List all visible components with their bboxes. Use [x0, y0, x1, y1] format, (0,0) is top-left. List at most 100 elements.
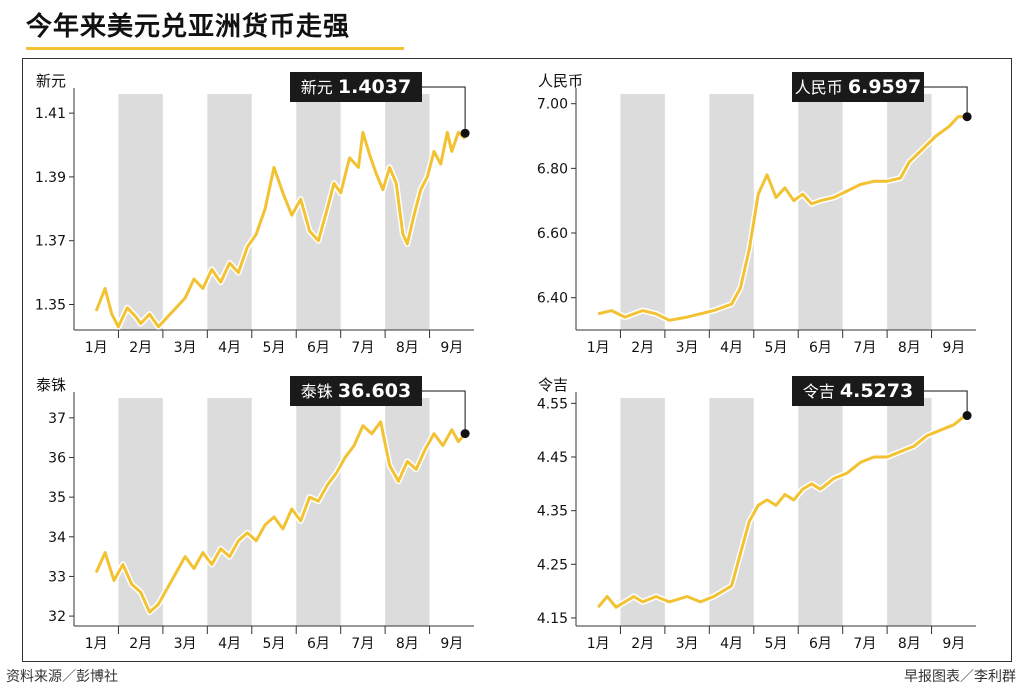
callout-leader	[422, 390, 466, 434]
chart-cny: 人民币 6.40 6.60 6.80 7.00 1月 2月 3月 4月 5月 6月 7月 8月 9月 人民币…	[537, 72, 976, 356]
callout-box	[792, 376, 924, 406]
x-tick-label: 8月	[898, 340, 921, 356]
x-tick-label: 1月	[587, 636, 610, 652]
callout-leader	[924, 86, 968, 117]
callout-box	[792, 72, 924, 102]
x-tick-label: 2月	[631, 636, 654, 652]
callout-box	[290, 72, 422, 102]
title-underline	[26, 47, 404, 50]
callout-value: 6.9597	[848, 76, 921, 98]
y-tick-label: 32	[48, 609, 66, 625]
unit-label: 人民币	[538, 72, 583, 90]
month-stripe	[620, 398, 665, 626]
y-tick-label: 1.39	[35, 170, 66, 186]
x-tick-label: 3月	[174, 340, 197, 356]
callout-name: 人民币	[795, 78, 848, 97]
source-note: 资料来源／彭博社	[6, 669, 118, 685]
month-stripe	[118, 398, 163, 626]
x-tick-label: 8月	[396, 340, 419, 356]
series-line	[597, 115, 968, 322]
x-tick-label: 2月	[129, 340, 152, 356]
chart-sgd: 新元 1.35 1.37 1.39 1.41 1月 2月 3月 4月 5月 6月 7月 8月 9月 新元 1…	[35, 72, 474, 356]
month-stripe	[207, 94, 252, 330]
callout-leader	[422, 86, 466, 134]
month-stripe	[118, 94, 163, 330]
series-line	[94, 130, 467, 329]
y-tick-label: 36	[48, 450, 66, 466]
month-stripe	[798, 94, 843, 330]
x-tick-label: 1月	[85, 636, 108, 652]
chart-myr: 令吉 4.15 4.25 4.35 4.45 4.55 1月 2月 3月 4月 5月 6月 7月 8月 9月…	[537, 376, 976, 652]
x-tick-label: 9月	[942, 340, 965, 356]
x-tick-label: 2月	[631, 340, 654, 356]
x-tick-label: 1月	[85, 340, 108, 356]
callout-value: 1.4037	[338, 76, 411, 98]
month-stripe	[887, 94, 932, 330]
y-tick-label: 6.40	[537, 291, 568, 307]
x-tick-label: 5月	[765, 340, 788, 356]
callout-text: 人民币 6.9597	[795, 76, 921, 98]
x-tick-label: 7月	[853, 636, 876, 652]
x-tick-label: 9月	[942, 636, 965, 652]
page-title: 今年来美元兑亚洲货币走强	[26, 12, 351, 42]
series-line	[94, 420, 467, 614]
x-tick-label: 4月	[218, 636, 241, 652]
callout-value: 36.603	[338, 380, 411, 402]
x-tick-label: 4月	[720, 636, 743, 652]
x-tick-label: 6月	[809, 340, 832, 356]
chart-thb: 泰铢 32 33 34 35 36 37 1月 2月 3月 4月 5月 6月 7月 8月 9月 泰铢 36.60…	[36, 376, 474, 652]
month-stripe	[207, 398, 252, 626]
y-tick-label: 6.80	[537, 161, 568, 177]
chart-frame	[22, 58, 1012, 662]
x-tick-label: 4月	[720, 340, 743, 356]
x-tick-label: 8月	[898, 636, 921, 652]
month-stripe	[798, 398, 843, 626]
unit-label: 泰铢	[36, 376, 66, 394]
x-tick-label: 2月	[129, 636, 152, 652]
callout-text: 新元 1.4037	[301, 76, 411, 98]
x-tick-label: 5月	[765, 636, 788, 652]
x-tick-label: 4月	[218, 340, 241, 356]
y-tick-label: 35	[48, 490, 66, 506]
y-tick-label: 4.15	[537, 611, 568, 627]
x-tick-label: 6月	[307, 340, 330, 356]
callout-leader	[924, 390, 968, 416]
x-tick-label: 3月	[676, 340, 699, 356]
y-tick-label: 4.55	[537, 396, 568, 412]
x-tick-label: 6月	[809, 636, 832, 652]
end-point-marker	[962, 411, 972, 421]
callout-name: 泰铢	[301, 382, 338, 401]
month-stripe	[385, 398, 430, 626]
x-tick-label: 3月	[676, 636, 699, 652]
x-tick-label: 8月	[396, 636, 419, 652]
month-stripe	[709, 94, 754, 330]
y-tick-label: 1.35	[35, 297, 66, 313]
x-tick-label: 7月	[351, 340, 374, 356]
callout-text: 令吉 4.5273	[803, 380, 913, 402]
y-tick-label: 34	[48, 530, 66, 546]
y-tick-label: 33	[48, 569, 66, 585]
callout-box	[290, 376, 422, 406]
y-tick-label: 4.45	[537, 450, 568, 466]
x-tick-label: 6月	[307, 636, 330, 652]
x-tick-label: 7月	[351, 636, 374, 652]
unit-label: 令吉	[538, 376, 568, 394]
callout-text: 泰铢 36.603	[301, 380, 411, 402]
y-tick-label: 4.35	[537, 504, 568, 520]
x-tick-label: 7月	[853, 340, 876, 356]
month-stripe	[887, 398, 932, 626]
series-line	[597, 412, 969, 609]
y-tick-label: 4.25	[537, 557, 568, 573]
x-tick-label: 5月	[263, 340, 286, 356]
callout-name: 令吉	[803, 382, 840, 401]
month-stripe	[385, 94, 430, 330]
x-tick-label: 9月	[440, 340, 463, 356]
month-stripe	[620, 94, 665, 330]
y-tick-label: 6.60	[537, 226, 568, 242]
x-tick-label: 5月	[263, 636, 286, 652]
unit-label: 新元	[36, 72, 66, 90]
y-tick-label: 37	[48, 411, 66, 427]
callout-value: 4.5273	[840, 380, 913, 402]
x-tick-label: 3月	[174, 636, 197, 652]
y-tick-label: 7.00	[537, 97, 568, 113]
